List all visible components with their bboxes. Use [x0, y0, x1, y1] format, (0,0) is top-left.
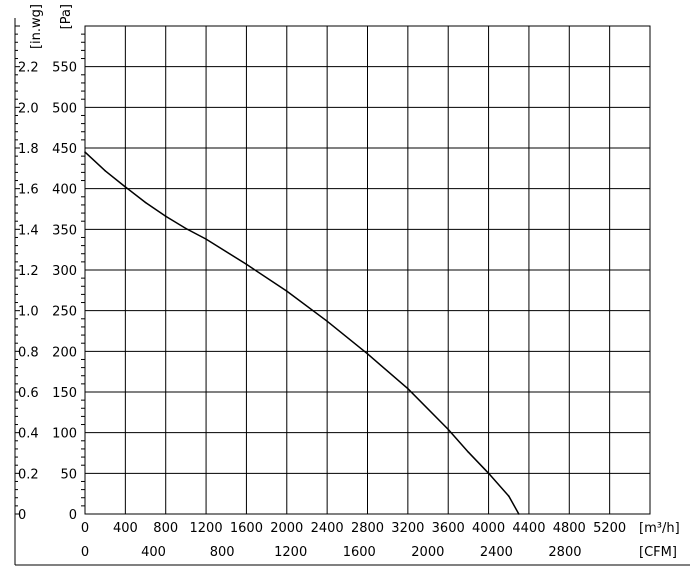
y-inwg-tick-labels: 0 0.2 0.4 0.6 0.8 1.0 1.2 1.4 1.6 1.8 2.0 2.2: [18, 61, 39, 523]
series-point: [447, 428, 450, 431]
series-point: [407, 387, 409, 390]
x-cfm-tick-label: 1200: [274, 545, 307, 560]
y-pa-tick-label: 450: [52, 142, 77, 157]
x-cfm-tick-label: 1600: [343, 545, 376, 560]
y-inwg-tick-label: 0.6: [18, 386, 39, 401]
series-point: [518, 513, 520, 515]
x-cfm-tick-label: 2800: [548, 545, 581, 560]
x-cfm-tick-label: 400: [141, 545, 166, 560]
y-inwg-tick-label: 0: [18, 508, 26, 523]
x-m3h-tick-label: 4400: [512, 521, 545, 536]
x-m3h-tick-label: 3200: [391, 521, 424, 536]
x-m3h-tick-labels: 0 400 800 1200 1600 2000 2400 2800 3200 3600 4000 4…: [81, 521, 626, 536]
horizontal-gridlines: [85, 66, 650, 474]
y-pa-tick-label: 400: [52, 183, 77, 198]
x-m3h-tick-label: 2400: [311, 521, 344, 536]
y-pa-tick-label: 350: [52, 223, 77, 238]
y-right-axis-label: [Pa]: [59, 4, 74, 29]
y-inwg-tick-label: 2.2: [18, 61, 39, 76]
series-point: [104, 169, 106, 172]
y-inwg-tick-label: 0.2: [18, 467, 39, 482]
series-points: [84, 151, 520, 515]
series-point: [144, 201, 147, 204]
x-m3h-tick-label: 2000: [270, 521, 303, 536]
y-pa-tick-label: 500: [52, 101, 77, 116]
series-point: [124, 186, 127, 188]
x-cfm-tick-label: 0: [81, 545, 89, 560]
series-point: [185, 227, 187, 230]
x-m3h-tick-label: 400: [113, 521, 138, 536]
y-pa-tick-label: 150: [52, 386, 77, 401]
x-secondary-axis-label: [CFM]: [639, 545, 677, 560]
series-line: [84, 151, 520, 515]
x-m3h-tick-label: 4800: [553, 521, 586, 536]
y-left-axis-label: [in.wg]: [29, 4, 44, 49]
y-inwg-tick-label: 0.8: [18, 345, 39, 360]
y-inwg-tick-label: 0.4: [18, 427, 39, 442]
x-m3h-tick-label: 4000: [472, 521, 505, 536]
series-point: [245, 263, 248, 266]
series-point: [326, 320, 328, 323]
x-cfm-tick-labels: 0 400 800 1200 1600 2000 2400 2800: [81, 545, 582, 560]
y-pa-tick-label: 300: [52, 264, 77, 279]
y-inwg-tick-label: 1.4: [18, 223, 39, 238]
x-cfm-tick-label: 2000: [411, 545, 444, 560]
x-m3h-tick-label: 2800: [351, 521, 384, 536]
y-minor-ticks: [15, 25, 85, 515]
series-point: [84, 151, 86, 153]
y-pa-tick-label: 0: [69, 508, 77, 523]
y-pa-tick-label: 50: [60, 467, 77, 482]
x-m3h-tick-label: 0: [81, 521, 89, 536]
x-cfm-tick-label: 800: [210, 545, 235, 560]
x-cfm-tick-label: 2400: [480, 545, 513, 560]
y-inwg-tick-label: 1.8: [18, 142, 39, 157]
series-point: [164, 215, 167, 218]
y-inwg-tick-label: 2.0: [18, 101, 39, 116]
x-primary-axis-label: [m³/h]: [639, 521, 680, 536]
series-point: [467, 451, 470, 453]
x-m3h-tick-label: 800: [153, 521, 178, 536]
plot-frame: [84, 25, 651, 515]
series-point: [285, 290, 288, 292]
y-inwg-tick-label: 1.0: [18, 305, 39, 320]
y-pa-tick-label: 550: [52, 61, 77, 76]
series-point: [205, 238, 207, 240]
y-pa-tick-labels: 0 50 100 150 200 250 300 350 400 450 500 550: [52, 61, 77, 523]
series-point: [366, 352, 369, 355]
x-m3h-tick-label: 5200: [593, 521, 626, 536]
series-point: [487, 472, 490, 475]
y-pa-tick-label: 250: [52, 305, 77, 320]
x-m3h-tick-label: 1200: [190, 521, 223, 536]
y-inwg-tick-label: 1.2: [18, 264, 39, 279]
series-point: [507, 495, 510, 497]
y-pa-tick-label: 200: [52, 345, 77, 360]
y-pa-tick-label: 100: [52, 427, 77, 442]
y-inwg-tick-label: 1.6: [18, 183, 39, 198]
x-m3h-tick-label: 3600: [432, 521, 465, 536]
x-m3h-tick-label: 1600: [230, 521, 263, 536]
